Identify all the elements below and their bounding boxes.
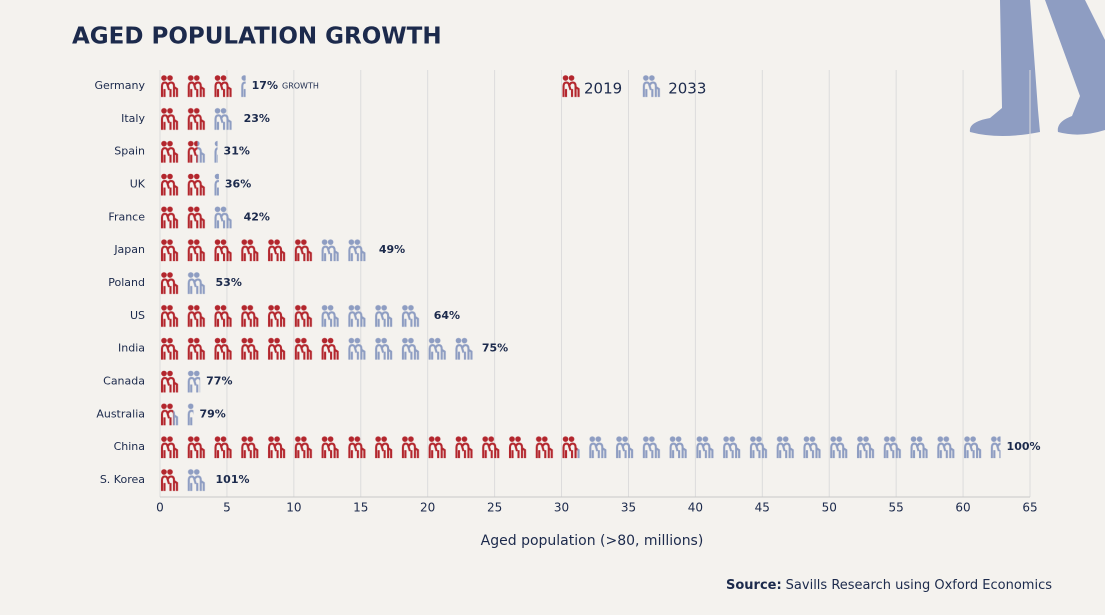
category-label: S. Korea	[100, 473, 145, 486]
bar-2033	[182, 269, 210, 296]
bar-2019	[160, 368, 181, 395]
bar-2033	[577, 434, 1001, 461]
x-tick-label: 25	[487, 501, 502, 515]
growth-label: 100%	[1007, 440, 1041, 453]
x-tick-label: 5	[223, 501, 231, 515]
category-label: Poland	[108, 276, 145, 289]
bar-2019	[160, 401, 174, 428]
bar-2033	[342, 335, 476, 362]
bar-2033	[180, 368, 201, 395]
chart-title: AGED POPULATION GROWTH	[72, 24, 442, 50]
category-label: Australia	[96, 407, 145, 420]
legend-label: 2033	[668, 80, 706, 98]
bar-2033	[319, 302, 428, 329]
category-label: Canada	[103, 374, 145, 387]
growth-label: 77%	[206, 374, 232, 387]
x-tick-label: 20	[420, 501, 435, 515]
source-text: Savills Research using Oxford Economics	[786, 578, 1053, 593]
growth-label: 79%	[199, 407, 225, 420]
category-label: India	[118, 342, 145, 355]
bar-2033	[212, 204, 238, 231]
x-tick-label: 35	[621, 501, 636, 515]
source-label: Source:	[726, 578, 782, 593]
x-axis-label: Aged population (>80, millions)	[481, 533, 704, 549]
bar-2033	[234, 73, 246, 99]
growth-label: 17%	[252, 79, 278, 92]
bar-2019	[160, 171, 206, 198]
growth-label: 36%	[225, 177, 251, 190]
bar-2033	[182, 466, 210, 493]
growth-label: 101%	[216, 473, 250, 486]
growth-label: 64%	[434, 309, 460, 322]
bar-2019	[160, 105, 213, 132]
legend-swatch	[640, 74, 667, 100]
legend-label: 2019	[584, 80, 622, 98]
bar-2019	[160, 73, 235, 99]
x-tick-label: 30	[554, 501, 569, 515]
growth-note: GROWTH	[282, 82, 319, 91]
growth-label: 31%	[224, 145, 250, 158]
bar-2019	[160, 138, 198, 165]
growth-label: 49%	[379, 243, 405, 256]
bar-2033	[205, 171, 219, 198]
category-label: UK	[130, 177, 146, 190]
x-tick-label: 10	[286, 501, 301, 515]
category-label: Japan	[113, 243, 145, 256]
bar-2019	[160, 466, 183, 493]
category-label: Spain	[114, 145, 145, 158]
x-tick-label: 55	[889, 501, 904, 515]
bar-2019	[160, 434, 578, 461]
x-tick-label: 50	[822, 501, 837, 515]
bar-2033	[197, 138, 218, 165]
source: Source: Savills Research using Oxford Eco…	[726, 578, 1052, 593]
category-label: China	[114, 440, 145, 453]
x-tick-label: 15	[353, 501, 368, 515]
growth-label: 42%	[244, 210, 270, 223]
x-tick-label: 45	[755, 501, 770, 515]
bar-2033	[212, 105, 238, 132]
category-label: Italy	[121, 112, 145, 125]
bar-2019	[160, 237, 320, 264]
bar-2033	[173, 401, 194, 428]
x-tick-label: 40	[688, 501, 703, 515]
bar-2019	[160, 335, 343, 362]
x-tick-label: 60	[955, 501, 970, 515]
growth-label: 23%	[244, 112, 270, 125]
x-tick-label: 0	[156, 501, 164, 515]
growth-label: 53%	[216, 276, 242, 289]
category-label: Germany	[94, 79, 145, 92]
category-label: France	[108, 210, 145, 223]
bar-2033	[319, 237, 373, 264]
decoration	[969, 0, 1105, 136]
x-tick-label: 65	[1022, 501, 1037, 515]
growth-label: 75%	[482, 342, 508, 355]
bar-2019	[160, 302, 320, 329]
category-label: US	[130, 309, 145, 322]
bar-2019	[160, 269, 183, 296]
legend-swatch	[556, 74, 582, 100]
bar-2019	[160, 204, 213, 231]
